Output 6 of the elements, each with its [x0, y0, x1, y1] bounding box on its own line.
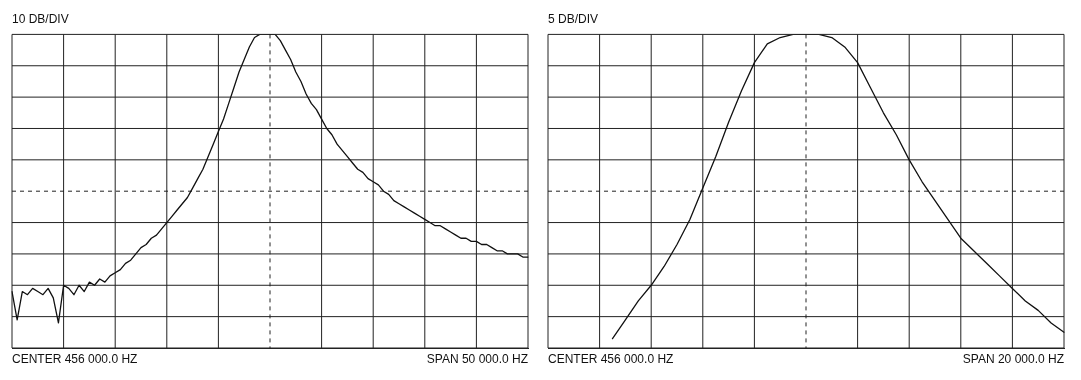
text: CENTER 456 000.0 HZ: [12, 352, 138, 367]
text: SPAN 50 000.0 HZ: [426, 352, 528, 367]
chart-title: 5 DB/DIV: [548, 11, 599, 26]
text: CENTER 456 000.0 HZ: [548, 352, 674, 367]
chart-title: 10 DB/DIV: [12, 11, 69, 26]
text: SPAN 20 000.0 HZ: [962, 352, 1064, 367]
